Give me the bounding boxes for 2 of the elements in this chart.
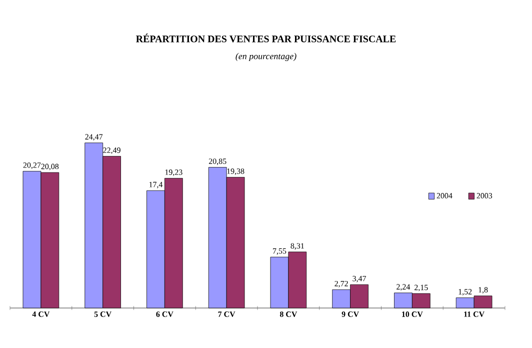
chart-subtitle: (en pourcentage) <box>236 52 296 62</box>
chart-title: RÉPARTITION DES VENTES PAR PUISSANCE FISCALE <box>136 34 396 42</box>
